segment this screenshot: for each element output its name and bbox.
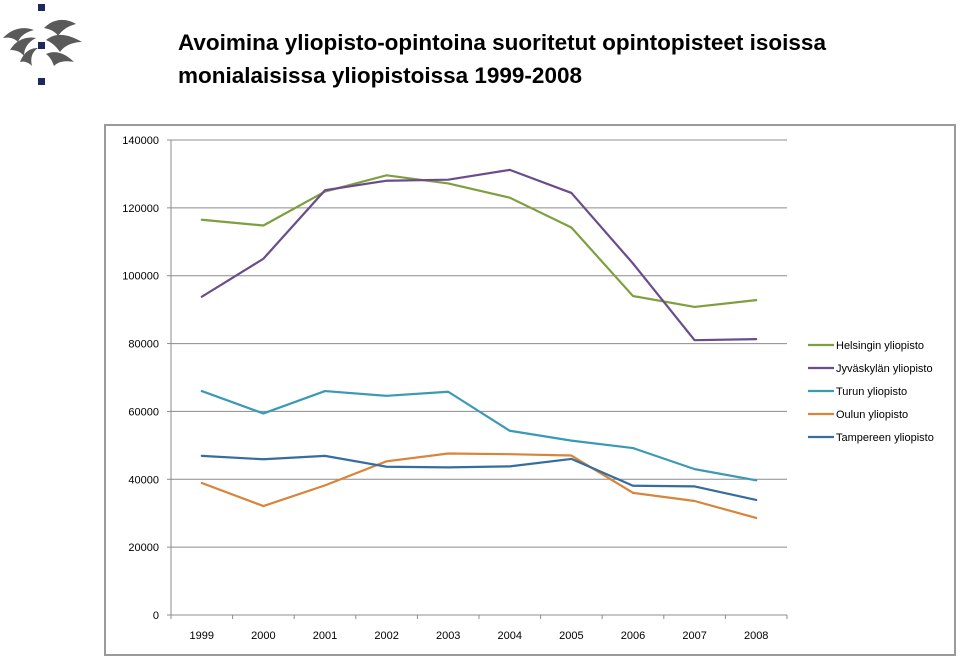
data-point xyxy=(693,306,696,308)
university-flame-logo-icon xyxy=(3,4,82,85)
data-point xyxy=(570,192,573,194)
data-point xyxy=(509,453,511,455)
data-point xyxy=(570,439,573,442)
legend-label: Helsingin yliopisto xyxy=(836,340,924,352)
data-point xyxy=(755,517,757,519)
legend-label: Oulun yliopisto xyxy=(836,409,908,421)
x-tick-label: 2005 xyxy=(559,630,583,642)
data-point xyxy=(447,452,450,455)
data-point xyxy=(201,390,203,392)
page-title-line-1: Avoimina yliopisto-opintoina suoritetut … xyxy=(178,30,826,55)
data-point xyxy=(632,447,634,449)
x-tick-label: 2004 xyxy=(498,630,522,642)
data-point xyxy=(570,226,573,229)
data-point xyxy=(632,484,634,487)
data-point xyxy=(755,479,757,482)
data-point xyxy=(385,395,388,397)
data-point xyxy=(447,466,450,469)
data-point xyxy=(693,500,696,502)
y-tick-label: 80000 xyxy=(128,339,159,351)
y-tick-label: 0 xyxy=(153,610,159,622)
data-point xyxy=(570,454,573,457)
x-tick-label: 2007 xyxy=(682,630,706,642)
data-point xyxy=(693,339,696,341)
data-point xyxy=(447,182,450,185)
series-line-4 xyxy=(200,452,758,520)
data-point xyxy=(509,465,511,468)
series-line-1 xyxy=(200,174,758,309)
series-line-5 xyxy=(200,454,758,502)
y-tick-label: 100000 xyxy=(122,271,159,283)
data-point xyxy=(693,485,696,488)
data-point xyxy=(201,218,203,221)
data-point xyxy=(324,484,326,487)
y-tick-label: 140000 xyxy=(122,135,159,147)
data-point xyxy=(632,262,634,265)
data-point xyxy=(385,174,388,177)
data-point xyxy=(324,390,326,392)
data-point xyxy=(201,482,203,484)
series-line-3 xyxy=(200,389,758,482)
legend-label: Turun yliopisto xyxy=(836,386,907,398)
x-tick-label: 2002 xyxy=(374,630,398,642)
data-point xyxy=(262,458,265,461)
data-point xyxy=(755,299,757,301)
y-tick-label: 40000 xyxy=(128,474,159,486)
series-line-2 xyxy=(200,168,758,342)
x-tick-label: 2001 xyxy=(313,630,337,642)
data-point xyxy=(262,412,265,415)
legend-label: Tampereen yliopisto xyxy=(836,432,934,444)
data-point xyxy=(262,224,265,227)
data-point xyxy=(385,465,388,468)
data-point xyxy=(509,429,511,432)
data-point xyxy=(262,257,265,260)
x-tick-label: 2003 xyxy=(436,630,460,642)
x-tick-label: 2008 xyxy=(744,630,768,642)
data-point xyxy=(755,338,757,340)
data-point xyxy=(447,178,450,181)
data-point xyxy=(509,196,511,199)
y-tick-label: 20000 xyxy=(128,542,159,554)
x-tick-label: 2006 xyxy=(621,630,645,642)
y-tick-label: 60000 xyxy=(128,406,159,418)
data-point xyxy=(509,169,511,171)
data-point xyxy=(570,458,573,460)
data-point xyxy=(324,455,326,457)
y-tick-label: 120000 xyxy=(122,203,159,215)
data-point xyxy=(262,505,265,507)
legend-label: Jyväskylän yliopisto xyxy=(836,363,933,375)
page-title: Avoimina yliopisto-opintoina suoritetut … xyxy=(178,26,826,92)
data-point xyxy=(755,499,757,501)
data-point xyxy=(632,492,634,494)
data-point xyxy=(447,390,450,393)
data-point xyxy=(385,179,388,182)
x-tick-label: 1999 xyxy=(190,630,214,642)
data-point xyxy=(324,189,326,192)
data-point xyxy=(632,295,634,297)
data-point xyxy=(201,455,203,457)
data-point xyxy=(385,460,388,463)
page-title-line-2: monialaisissa yliopistoissa 1999-2008 xyxy=(178,63,582,88)
data-point xyxy=(201,295,203,298)
x-tick-label: 2000 xyxy=(251,630,275,642)
data-point xyxy=(693,468,696,470)
